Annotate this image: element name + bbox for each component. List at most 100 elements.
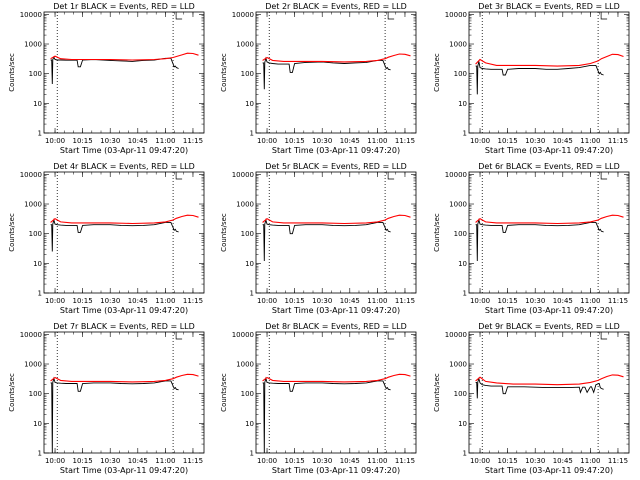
x-tick-label: 10:45 [553, 457, 573, 465]
interval-bracket [600, 12, 608, 20]
x-axis-label: Start Time (03-Apr-11 09:47:20) [485, 306, 613, 315]
interval-bracket [387, 12, 395, 20]
series-group [50, 373, 199, 453]
x-tick-label: 11:15 [395, 137, 415, 145]
events-series-line [475, 377, 604, 399]
x-axis-label: Start Time (03-Apr-11 09:47:20) [60, 146, 188, 155]
lld-series-line [262, 214, 411, 225]
y-tick-label: 10 [458, 260, 467, 268]
y-tick-label: 1000 [24, 41, 42, 49]
plot-frame [468, 171, 630, 294]
y-tick-label: 1 [250, 450, 254, 458]
plot-frame [43, 331, 205, 454]
y-tick-label: 10 [458, 100, 467, 108]
x-tick-label: 10:30 [100, 457, 120, 465]
y-tick-label: 1000 [449, 201, 467, 209]
y-axis-label: Counts/sec [8, 53, 16, 92]
x-tick-label: 10:15 [73, 297, 93, 305]
x-tick-label: 10:00 [257, 297, 277, 305]
y-tick-label: 1 [250, 130, 254, 138]
x-tick-label: 11:00 [155, 297, 175, 305]
x-tick-label: 10:45 [128, 137, 148, 145]
plot-frame [468, 11, 630, 134]
lld-series-line [475, 374, 624, 386]
x-tick-label: 10:00 [470, 137, 490, 145]
y-tick-label: 1000 [236, 41, 254, 49]
y-axis-label: Counts/sec [8, 373, 16, 412]
y-tick-label: 10 [458, 420, 467, 428]
panel-det-6: Det 6r BLACK = Events, RED = LLD 1 10 100 10… [433, 162, 630, 315]
y-tick-label: 1 [38, 450, 42, 458]
y-tick-label: 10 [33, 260, 42, 268]
x-tick-label: 10:30 [525, 297, 545, 305]
x-tick-label: 10:45 [128, 457, 148, 465]
panel-det-5: Det 5r BLACK = Events, RED = LLD 1 10 100 10… [220, 162, 417, 315]
panel-title: Det 2r BLACK = Events, RED = LLD [265, 2, 407, 11]
x-tick-label: 10:15 [498, 457, 518, 465]
y-tick-label: 1 [250, 290, 254, 298]
y-tick-label: 1000 [236, 201, 254, 209]
events-series-line [50, 218, 179, 252]
interval-bracket [175, 172, 183, 180]
y-axis-label: Counts/sec [220, 53, 228, 92]
x-tick-label: 10:45 [340, 137, 360, 145]
x-tick-label: 11:15 [608, 137, 628, 145]
x-tick-label: 10:45 [128, 297, 148, 305]
lld-series-line [50, 52, 199, 61]
y-tick-label: 100 [454, 390, 467, 398]
events-series-line [50, 376, 179, 453]
y-axis-label: Counts/sec [8, 213, 16, 252]
panel-title: Det 4r BLACK = Events, RED = LLD [53, 162, 195, 171]
interval-bracket [175, 12, 183, 20]
series-group [262, 53, 411, 90]
y-tick-label: 10000 [232, 11, 254, 19]
x-tick-label: 11:15 [183, 297, 203, 305]
series-group [475, 214, 624, 262]
x-tick-label: 10:45 [340, 457, 360, 465]
y-tick-label: 1000 [24, 201, 42, 209]
y-tick-label: 10000 [20, 171, 42, 179]
y-tick-label: 10 [245, 100, 254, 108]
y-tick-label: 100 [454, 230, 467, 238]
x-tick-label: 10:00 [470, 297, 490, 305]
plot-frame [255, 11, 417, 134]
interval-bracket [387, 172, 395, 180]
x-tick-label: 10:15 [73, 137, 93, 145]
panel-title: Det 7r BLACK = Events, RED = LLD [53, 322, 195, 331]
x-axis-label: Start Time (03-Apr-11 09:47:20) [485, 146, 613, 155]
panel-det-2: Det 2r BLACK = Events, RED = LLD 1 10 100 10… [220, 2, 417, 155]
interval-bracket [600, 332, 608, 340]
y-tick-label: 1000 [449, 41, 467, 49]
series-group [262, 373, 411, 453]
events-series-line [50, 56, 179, 85]
y-tick-label: 10000 [232, 331, 254, 339]
series-group [50, 52, 199, 85]
x-tick-label: 11:00 [580, 137, 600, 145]
x-tick-label: 10:00 [257, 457, 277, 465]
events-series-line [262, 218, 391, 262]
x-tick-label: 11:00 [367, 457, 387, 465]
x-tick-label: 10:00 [45, 297, 65, 305]
x-axis-label: Start Time (03-Apr-11 09:47:20) [272, 306, 400, 315]
x-tick-label: 11:00 [367, 297, 387, 305]
x-tick-label: 10:15 [73, 457, 93, 465]
y-tick-label: 100 [29, 70, 42, 78]
series-group [475, 53, 624, 95]
x-tick-label: 10:30 [100, 137, 120, 145]
x-axis-label: Start Time (03-Apr-11 09:47:20) [60, 306, 188, 315]
events-series-line [475, 61, 604, 95]
y-tick-label: 1 [463, 130, 467, 138]
x-tick-label: 10:00 [45, 457, 65, 465]
lld-series-line [475, 53, 624, 67]
lld-series-line [50, 373, 199, 383]
y-tick-label: 10 [33, 420, 42, 428]
panel-title: Det 6r BLACK = Events, RED = LLD [478, 162, 620, 171]
interval-bracket [600, 172, 608, 180]
series-group [50, 214, 199, 252]
y-tick-label: 10 [245, 420, 254, 428]
y-axis-label: Counts/sec [433, 213, 441, 252]
y-axis-label: Counts/sec [220, 213, 228, 252]
x-tick-label: 11:15 [395, 457, 415, 465]
lld-series-line [50, 214, 199, 225]
events-series-line [475, 218, 604, 262]
